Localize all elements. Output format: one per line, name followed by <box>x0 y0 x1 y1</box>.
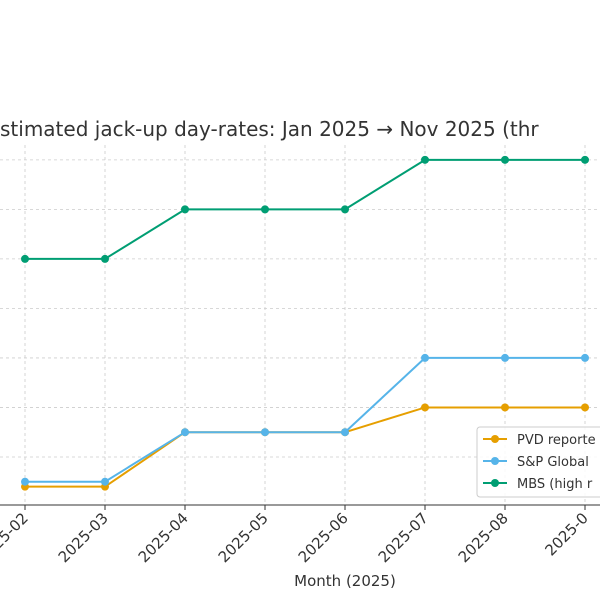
x-tick-label: 2025-06 <box>295 509 352 566</box>
data-point <box>421 353 429 362</box>
data-point <box>101 254 109 263</box>
data-point <box>421 155 429 164</box>
legend-box <box>476 426 600 498</box>
series-line <box>25 158 585 260</box>
data-point <box>421 403 429 412</box>
data-point <box>181 205 189 214</box>
data-point <box>101 477 109 486</box>
x-tick-label: 2025-08 <box>455 509 512 566</box>
data-point <box>581 353 589 362</box>
data-point <box>181 428 189 437</box>
x-tick-label: 2025-02 <box>0 509 32 566</box>
legend-marker <box>491 479 499 487</box>
data-point <box>21 254 29 263</box>
legend-label: PVD reporte <box>517 433 596 448</box>
series-line <box>25 356 585 483</box>
data-point <box>501 155 509 164</box>
legend-label: S&P Global <box>517 455 589 470</box>
legend-label: MBS (high r <box>517 477 593 492</box>
data-point <box>341 428 349 437</box>
data-point <box>261 205 269 214</box>
x-tick-label: 2025-03 <box>55 509 112 566</box>
data-point <box>581 155 589 164</box>
x-tick-label: 2025-0 <box>542 509 592 559</box>
legend-marker <box>491 435 499 443</box>
data-point <box>341 205 349 214</box>
chart-title: stimated jack-up day-rates: Jan 2025 → N… <box>0 117 539 141</box>
data-point <box>261 428 269 437</box>
data-point <box>581 403 589 412</box>
data-point <box>21 477 29 486</box>
legend-marker <box>491 457 499 465</box>
data-point <box>501 403 509 412</box>
data-point <box>501 353 509 362</box>
x-tick-label: 2025-07 <box>375 509 432 566</box>
x-axis-label: Month (2025) <box>294 572 396 590</box>
x-tick-label: 2025-05 <box>215 509 272 566</box>
x-tick-label: 2025-04 <box>135 509 192 566</box>
